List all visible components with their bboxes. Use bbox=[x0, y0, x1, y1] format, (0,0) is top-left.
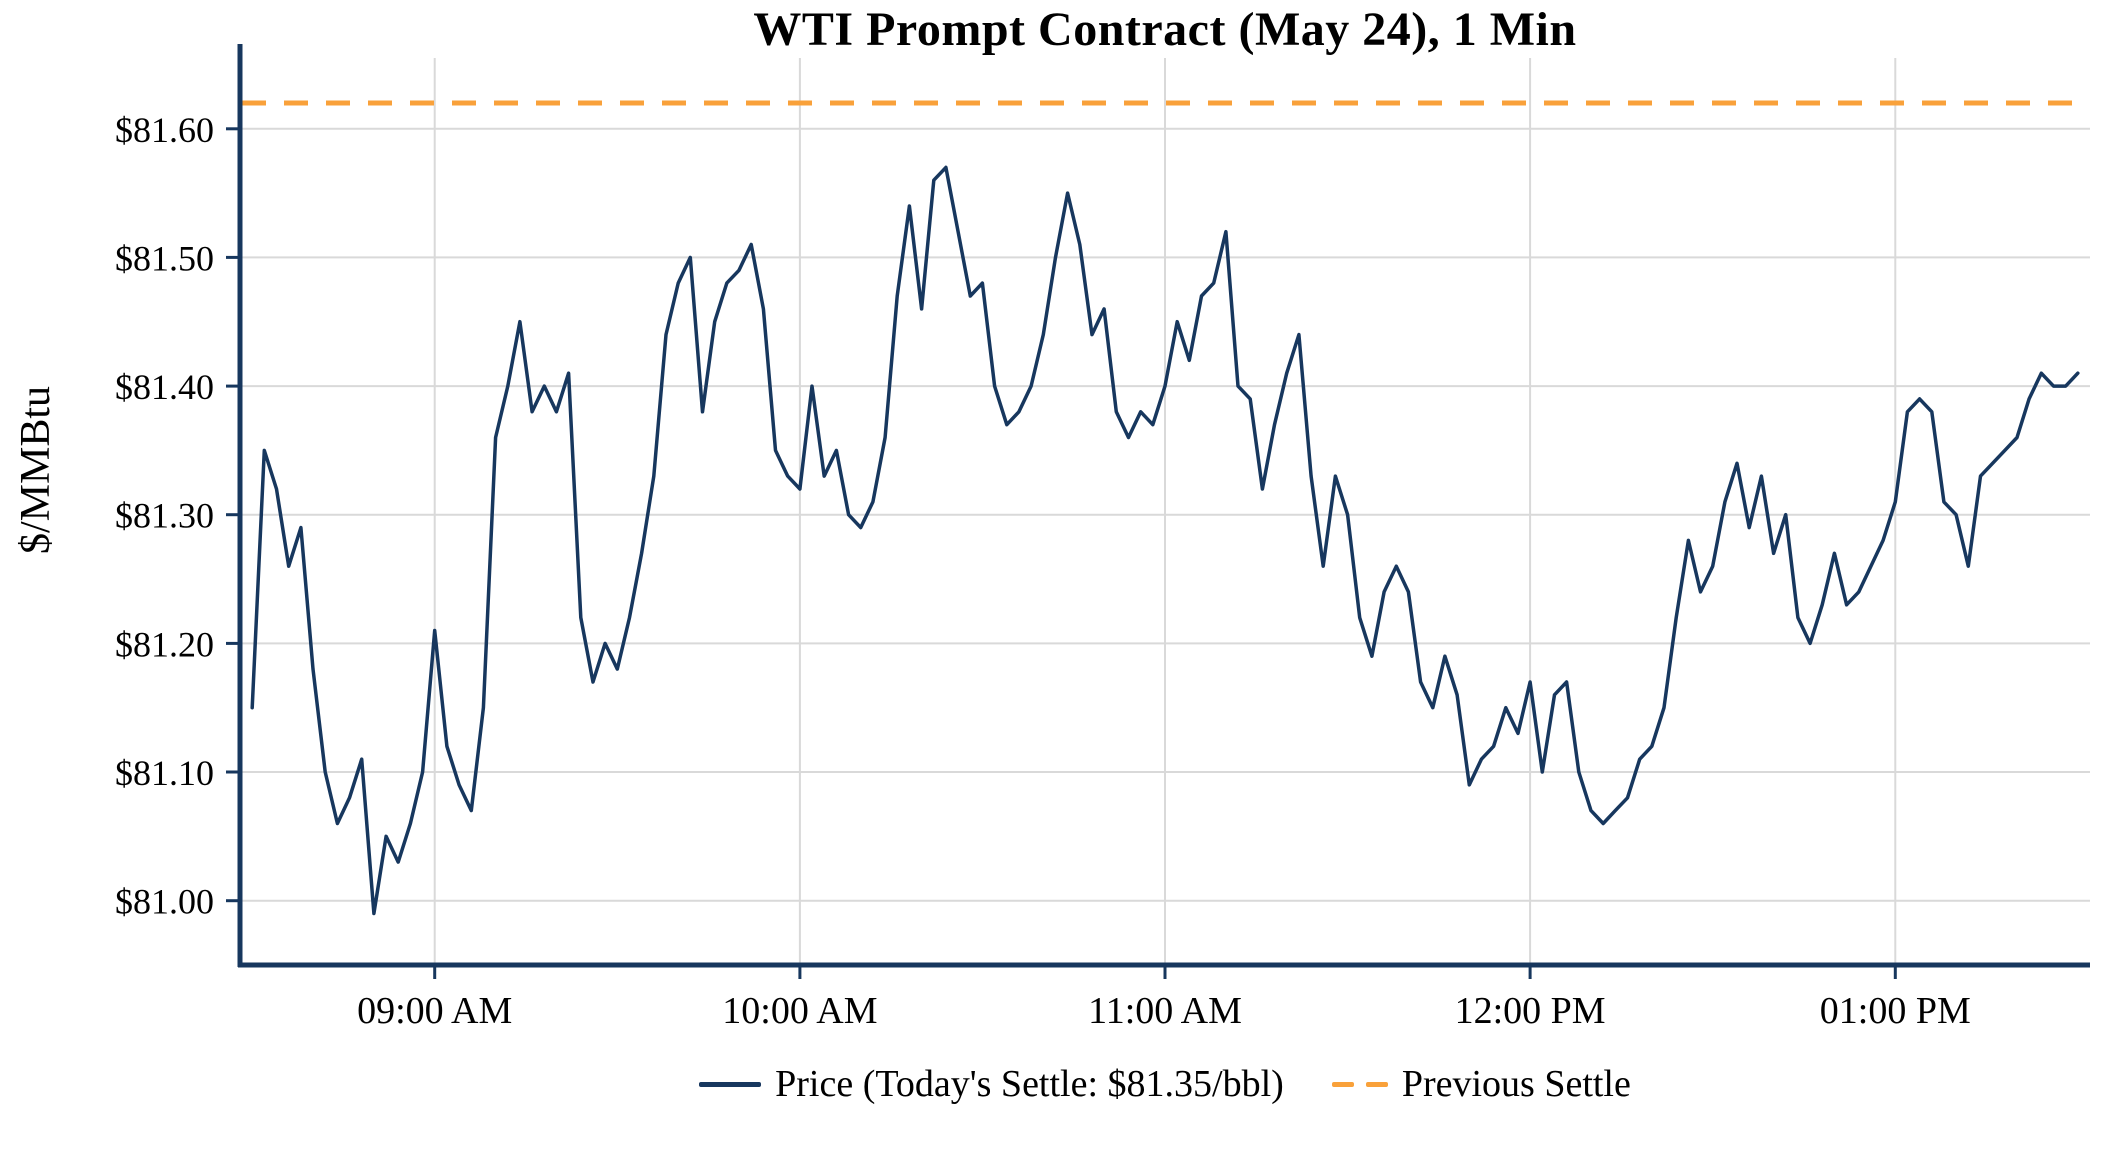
legend-item-previous-settle: Previous Settle bbox=[1331, 1062, 1631, 1106]
previous-settle-dash-icon bbox=[1331, 1081, 1388, 1087]
svg-text:12:00 PM: 12:00 PM bbox=[1455, 990, 1606, 1032]
legend-previous-settle-label: Previous Settle bbox=[1401, 1063, 1631, 1105]
svg-text:$81.10: $81.10 bbox=[115, 753, 214, 793]
svg-text:10:00 AM: 10:00 AM bbox=[722, 990, 877, 1032]
legend-price-label: Price (Today's Settle: $81.35/bbl) bbox=[775, 1063, 1284, 1105]
price-line-icon bbox=[699, 1081, 762, 1087]
svg-text:$81.20: $81.20 bbox=[115, 624, 214, 664]
svg-text:$81.00: $81.00 bbox=[115, 882, 214, 922]
svg-text:09:00 AM: 09:00 AM bbox=[357, 990, 512, 1032]
svg-text:11:00 AM: 11:00 AM bbox=[1088, 990, 1242, 1032]
svg-text:01:00 PM: 01:00 PM bbox=[1820, 990, 1971, 1032]
svg-text:$81.30: $81.30 bbox=[115, 496, 214, 536]
svg-text:$81.60: $81.60 bbox=[115, 110, 214, 150]
svg-text:$81.40: $81.40 bbox=[115, 367, 214, 407]
chart-title: WTI Prompt Contract (May 24), 1 Min bbox=[753, 3, 1577, 56]
legend: Price (Today's Settle: $81.35/bbl) Previ… bbox=[240, 1062, 2090, 1106]
legend-item-price: Price (Today's Settle: $81.35/bbl) bbox=[699, 1062, 1284, 1106]
svg-text:$81.50: $81.50 bbox=[115, 238, 214, 278]
